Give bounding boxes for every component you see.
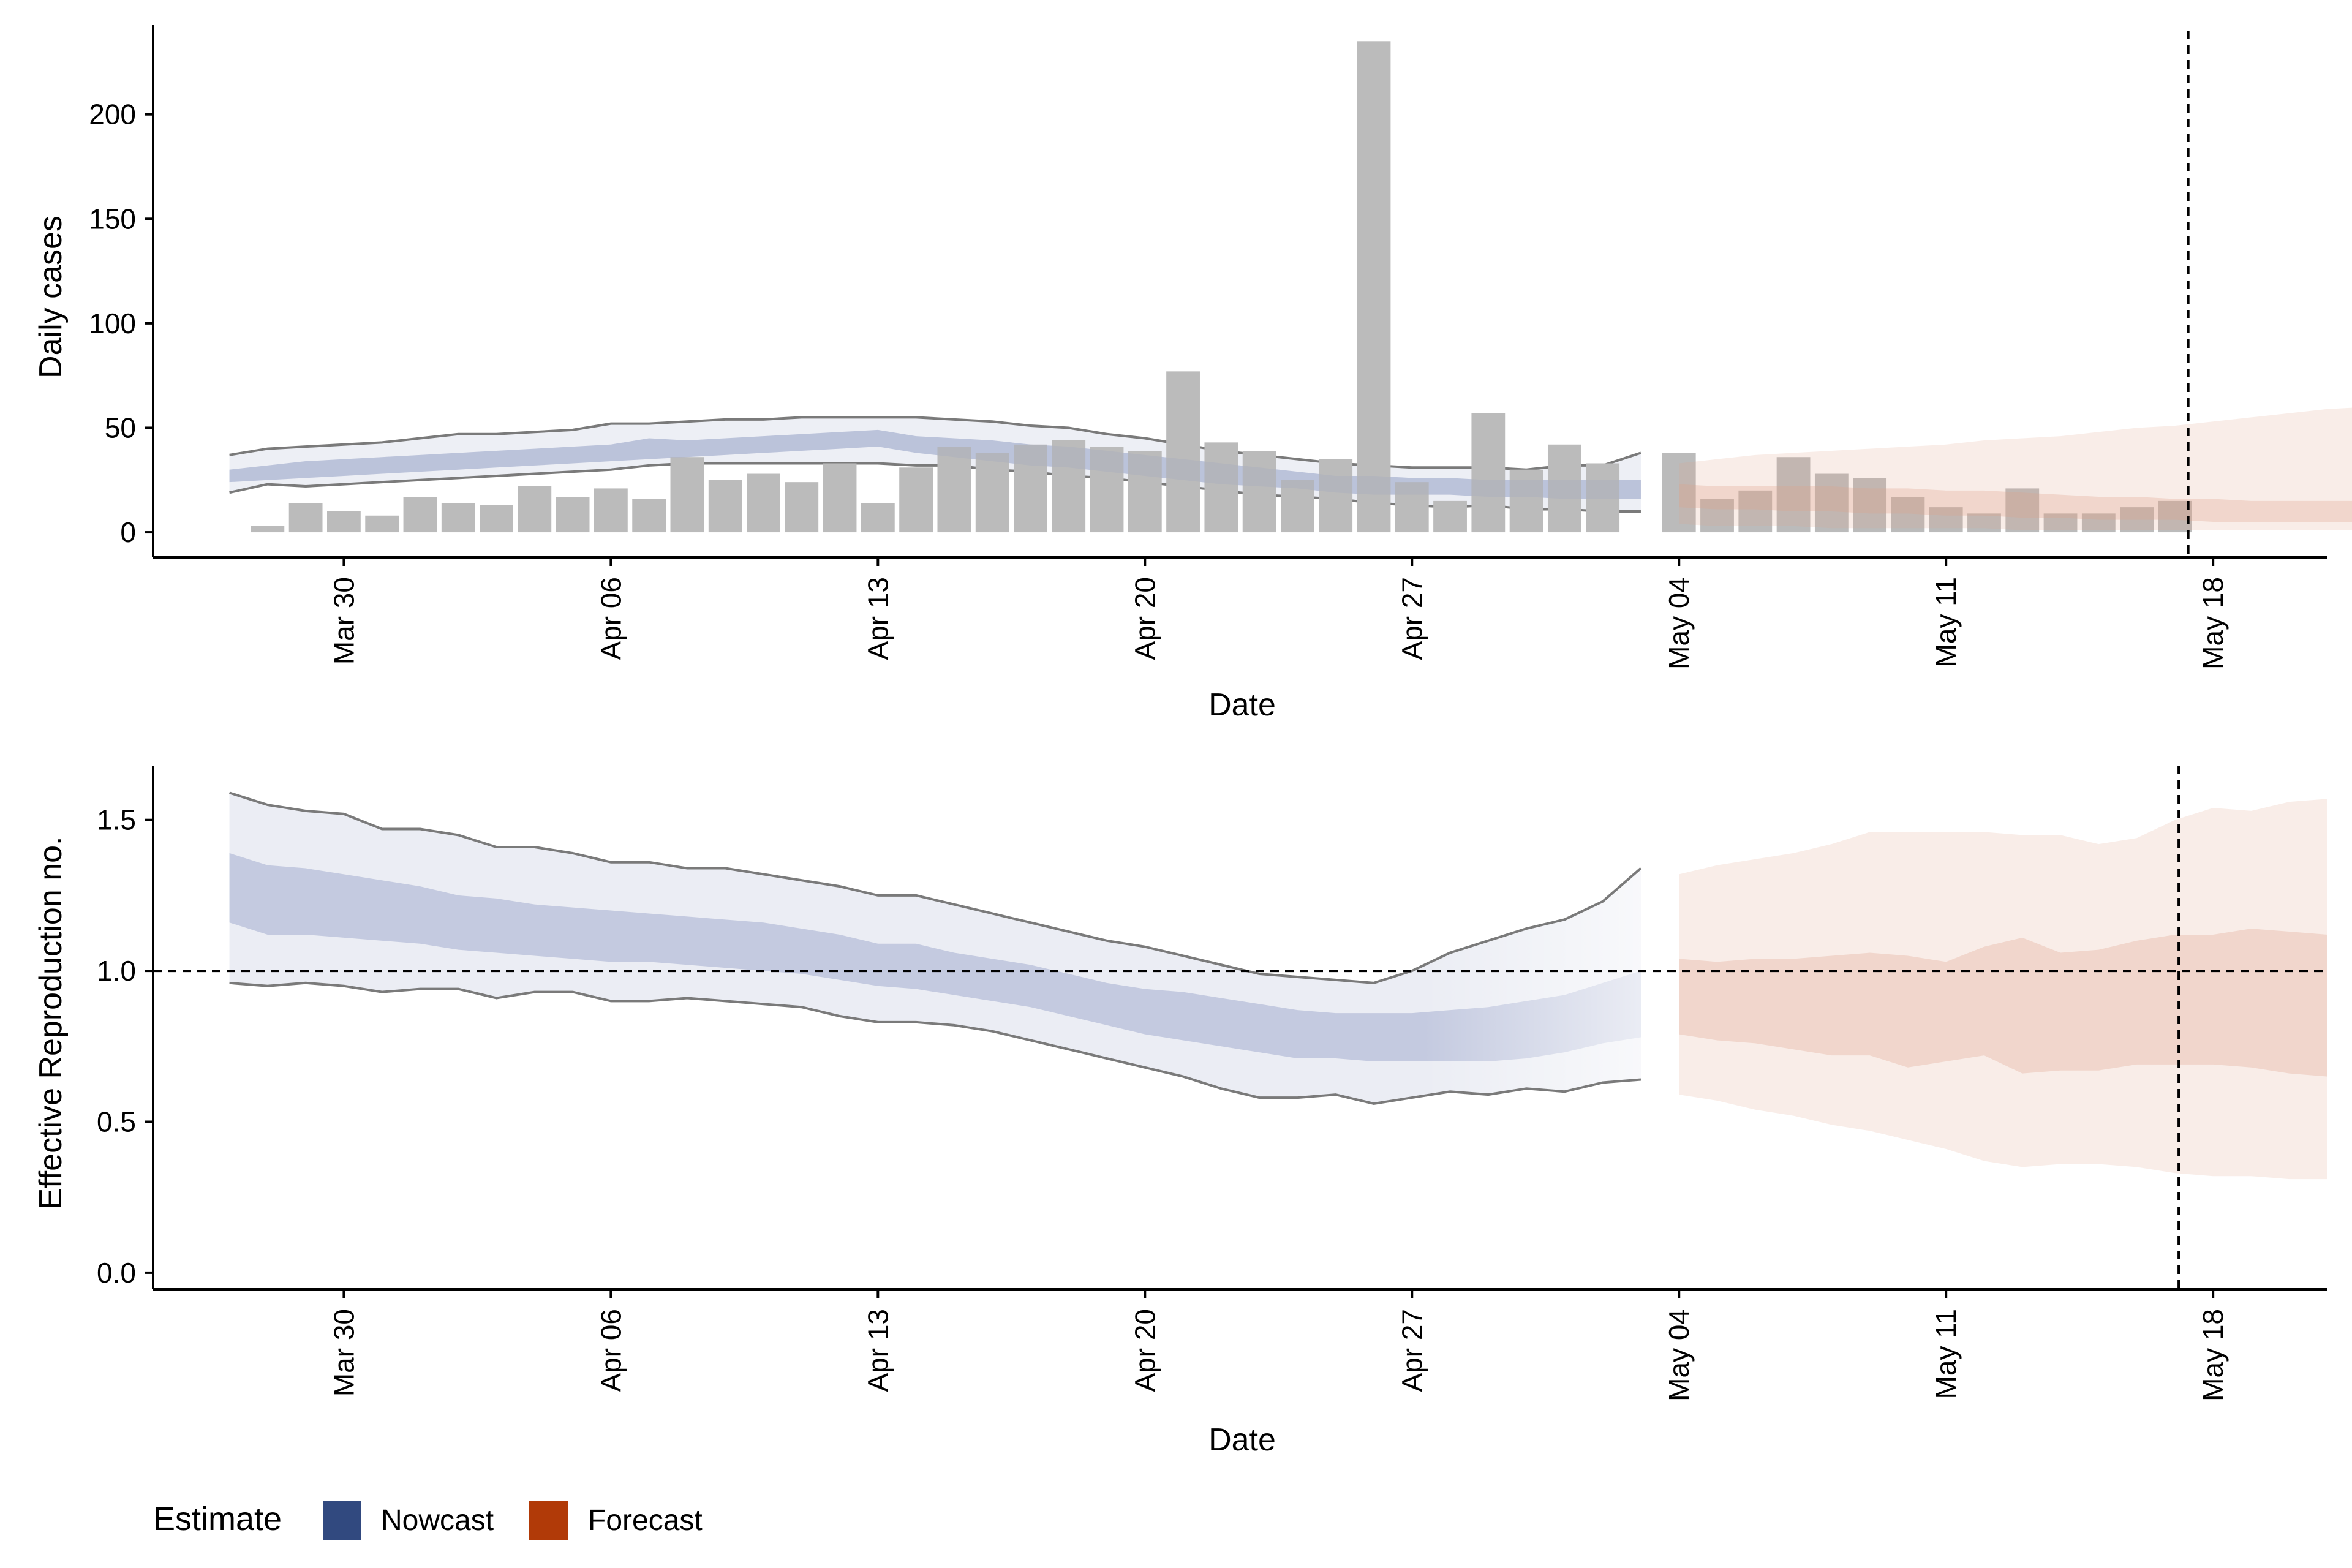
reproduction-panel: 0.0 0.5 1.0 1.5 Mar 30 Apr 06 Apr 13 Apr 20 Apr … (97, 766, 2328, 1401)
cases-x-tick-label: May 04 (1663, 577, 1695, 669)
rt-y-tick-label: 1.0 (97, 955, 136, 987)
legend-label-nowcast: Nowcast (381, 1504, 494, 1537)
cases-bar (1242, 451, 1276, 533)
cases-bar (251, 526, 285, 533)
cases-bar (2081, 513, 2116, 533)
rt-nowcast-upper-line (228, 791, 1642, 984)
cases-bar (1776, 457, 1811, 533)
legend-title: Estimate (153, 1501, 282, 1537)
cases-bar (670, 457, 704, 533)
cases-bar (1853, 478, 1887, 533)
rt-y-tick-label: 1.5 (97, 804, 136, 836)
cases-bar (1166, 371, 1200, 533)
rt-y-tick-label: 0.5 (97, 1106, 136, 1137)
rt-x-tick-label: Apr 06 (595, 1309, 627, 1392)
cases-bar (1929, 507, 1963, 533)
cases-bar (1700, 499, 1734, 533)
cases-bar (1281, 480, 1314, 533)
cases-bar (1547, 444, 1581, 533)
cases-bar (861, 503, 895, 533)
legend: Estimate Nowcast Forecast (153, 1501, 703, 1540)
cases-bar (480, 505, 513, 533)
rt-y-axis-title: Effective Reproduction no. (33, 837, 69, 1210)
rt-x-tick-label: Apr 20 (1129, 1309, 1161, 1392)
cases-bar (1662, 453, 1696, 533)
cases-bar (2158, 500, 2192, 533)
cases-bar (1471, 413, 1506, 533)
cases-bar (1814, 473, 1849, 533)
cases-bar (1090, 447, 1124, 533)
legend-label-forecast: Forecast (588, 1504, 703, 1537)
cases-bar (518, 486, 552, 533)
cases-y-tick-label: 100 (89, 307, 136, 339)
rt-forecast-outer-band (1679, 799, 2328, 1180)
cases-bar (1052, 440, 1086, 533)
cases-bar (1967, 513, 2001, 533)
cases-x-tick-label: May 18 (2197, 577, 2229, 669)
rt-x-tick-label: Apr 27 (1396, 1309, 1428, 1392)
rt-x-tick-label: May 04 (1663, 1309, 1695, 1401)
cases-x-tick-label: Apr 27 (1396, 577, 1428, 660)
cases-x-tick-label: Mar 30 (328, 577, 360, 665)
cases-x-axis-title: Date (1208, 687, 1276, 723)
cases-bar (1357, 41, 1391, 533)
rt-x-tick-label: May 18 (2197, 1309, 2229, 1401)
rt-x-tick-label: Mar 30 (328, 1309, 360, 1396)
cases-bar (2043, 513, 2078, 533)
cases-bar (708, 480, 742, 533)
cases-bar (1395, 482, 1429, 533)
cases-bar (441, 503, 475, 533)
rt-nowcast-fade (1068, 766, 1641, 1289)
rt-nowcast-lower-line (229, 981, 1642, 1105)
cases-x-tick-label: Apr 20 (1129, 577, 1161, 660)
cases-bar (1586, 463, 1620, 533)
cases-bar (747, 473, 780, 533)
cases-bar (403, 497, 437, 533)
cases-y-axis-title: Daily cases (33, 216, 69, 379)
cases-bar (2120, 507, 2154, 533)
cases-nowcast-inner-overlay (229, 429, 1641, 499)
cases-x-tick-label: Apr 13 (862, 577, 894, 660)
cases-bar (1128, 451, 1162, 533)
cases-x-tick-label: Apr 06 (595, 577, 627, 660)
rt-x-tick-label: Apr 13 (862, 1309, 894, 1392)
rt-forecast-inner-band (1679, 929, 2328, 1077)
cases-bar (288, 503, 323, 533)
cases-bar (594, 488, 628, 533)
cases-bar (2005, 488, 2040, 533)
rt-x-axis-title: Date (1208, 1422, 1276, 1458)
cases-bar (1509, 469, 1544, 533)
cases-bar (785, 482, 819, 533)
legend-swatch-nowcast (323, 1501, 361, 1540)
cases-y-tick-label: 0 (120, 516, 136, 548)
cases-bar (1891, 497, 1925, 533)
rt-y-tick-label: 0.0 (97, 1257, 136, 1289)
cases-forecast-inner-band (1679, 484, 2352, 522)
cases-bar (899, 467, 933, 533)
cases-bar (823, 463, 857, 533)
cases-forecast-outer-band (1679, 407, 2352, 530)
cases-y-tick-label: 200 (89, 99, 136, 130)
cases-bar (365, 515, 399, 533)
cases-bar (327, 511, 361, 533)
cases-bar (1014, 444, 1047, 533)
cases-bar (632, 499, 666, 533)
rt-x-tick-label: May 11 (1930, 1309, 1962, 1399)
cases-bar (1319, 459, 1353, 533)
cases-bar (1738, 490, 1773, 533)
cases-panel: 0 50 100 150 200 Mar 30 Apr 06 Apr 13 Apr 20 Apr … (89, 24, 2352, 669)
cases-y-tick-label: 150 (89, 203, 136, 235)
cases-y-tick-label: 50 (105, 412, 136, 443)
legend-swatch-forecast (529, 1501, 568, 1540)
cases-bar (1204, 442, 1238, 533)
cases-bar (975, 453, 1009, 533)
cases-bar (937, 447, 971, 533)
cases-bar (1433, 500, 1467, 533)
cases-x-tick-label: May 11 (1930, 577, 1962, 667)
cases-bar (556, 497, 590, 533)
cases-nowcast-upper-line (229, 416, 1642, 471)
